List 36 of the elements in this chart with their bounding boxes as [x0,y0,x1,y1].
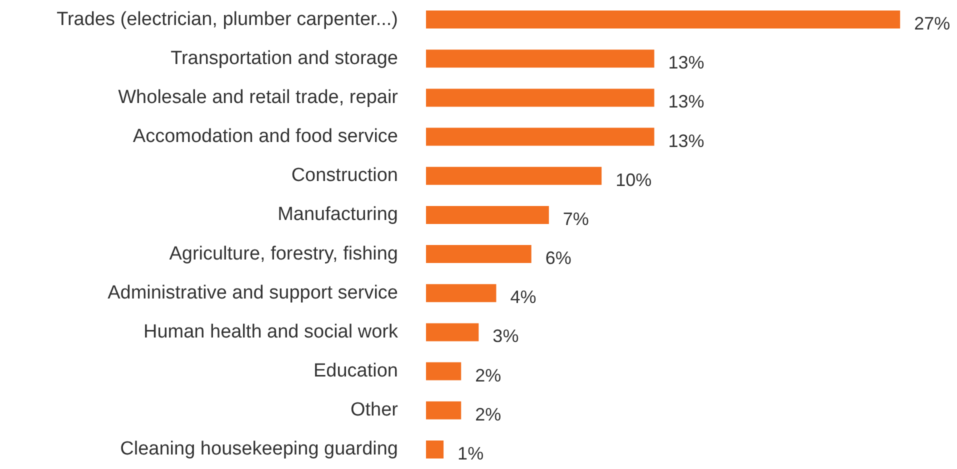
bar [426,284,496,302]
bar [426,88,654,107]
y-tick-label: Wholesale and retail trade, repair [118,86,399,108]
data-label: 13% [668,52,704,73]
y-tick-label: Transportation and storage [170,48,398,69]
data-label: 4% [510,287,536,308]
y-tick-label: Human health and social work [143,321,398,342]
bar [426,166,602,185]
bar [426,10,900,29]
bar [426,245,532,264]
bar [426,323,479,342]
y-tick-label: Other [350,400,399,421]
bar [426,401,462,420]
bar [426,50,654,68]
bar [426,440,444,458]
data-label: 2% [475,365,502,386]
data-label: 13% [668,130,704,151]
bar [426,362,462,380]
y-tick-label: Trades (electrician, plumber carpenter...) [56,8,398,30]
y-tick-label: Manufacturing [278,204,398,226]
data-label: 7% [562,208,589,229]
data-label: 6% [545,248,572,268]
data-label: 2% [475,404,502,424]
bar [426,206,549,224]
data-label: 27% [914,14,950,34]
y-tick-label: Cleaning housekeeping guarding [120,438,398,460]
y-tick-label: Agriculture, forestry, fishing [169,243,398,264]
y-tick-label: Accomodation and food service [132,126,398,148]
y-tick-label: Construction [291,165,398,186]
data-label: 3% [492,326,519,346]
data-label: 1% [458,443,484,464]
data-label: 10% [616,170,652,190]
y-tick-label: Administrative and support service [108,282,398,304]
bar [426,128,654,146]
y-tick-label: Education [313,360,398,382]
data-label: 13% [668,92,704,112]
